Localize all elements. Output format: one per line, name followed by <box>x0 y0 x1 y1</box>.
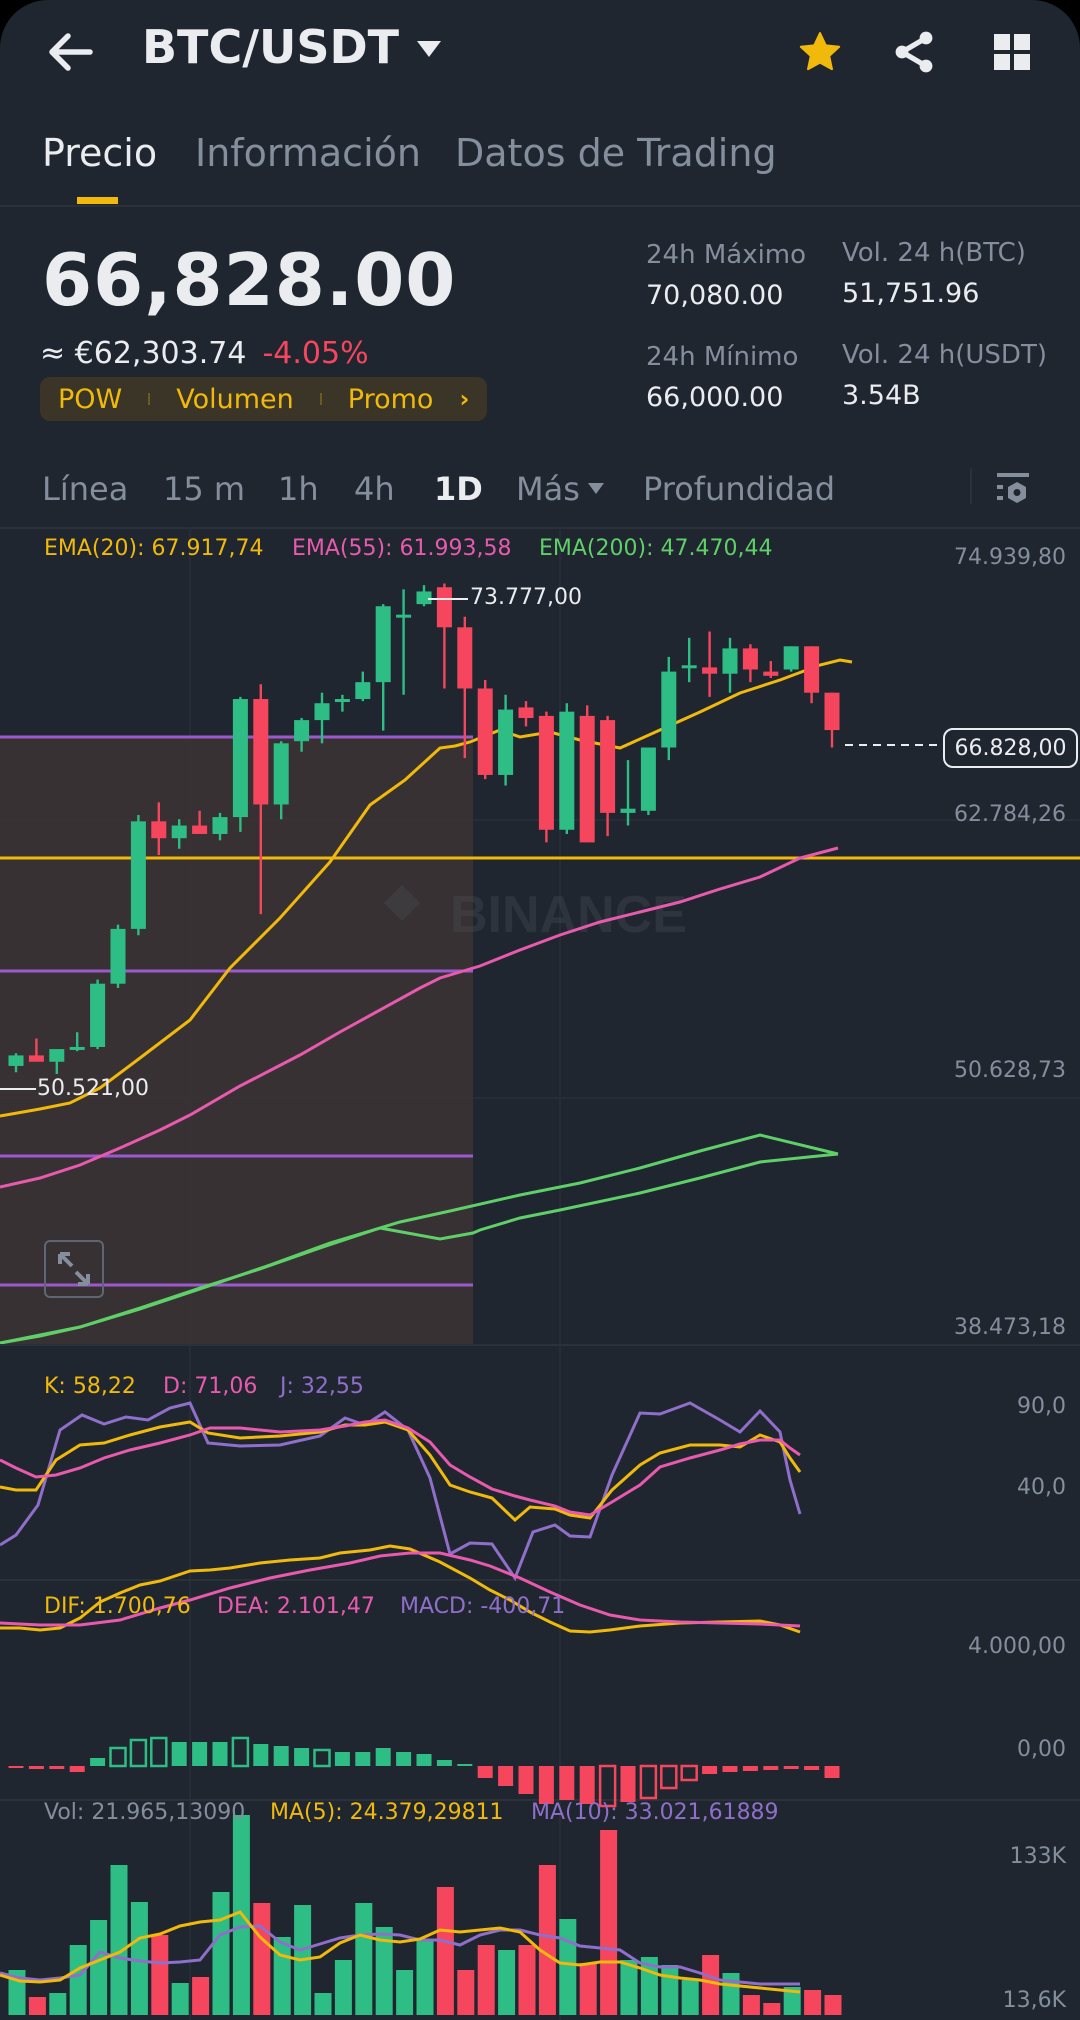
ema200-legend: EMA(200): 47.470,44 <box>539 536 773 561</box>
macd-value-legend: MACD: -400,71 <box>400 1594 566 1619</box>
active-tab-indicator <box>77 197 118 204</box>
tabs-divider <box>0 205 1080 207</box>
pair-selector[interactable]: BTC/USDT <box>142 20 442 74</box>
tab-datos-de-trading[interactable]: Datos de Trading <box>455 131 777 175</box>
tf-1d[interactable]: 1D <box>434 470 483 508</box>
tag-separator <box>148 393 151 405</box>
ema55-legend: EMA(55): 61.993,58 <box>292 536 512 561</box>
caret-down-icon <box>417 41 442 57</box>
tag-separator <box>319 393 322 405</box>
high-24h-value: 70,080.00 <box>646 280 784 311</box>
volume-ma5-legend: MA(5): 24.379,29811 <box>270 1800 504 1825</box>
more-menu-button[interactable] <box>988 28 1036 76</box>
kdj-axis-tick: 90,0 <box>1017 1394 1066 1419</box>
price-axis-tick: 50.628,73 <box>954 1058 1066 1083</box>
low-marker-label: 50.521,00 <box>37 1076 149 1101</box>
kdj-j-legend: J: 32,55 <box>280 1374 364 1399</box>
tags-bar[interactable]: POW Volumen Promo › <box>40 377 488 421</box>
price-axis-tick: 62.784,26 <box>954 802 1066 827</box>
kdj-d-legend: D: 71,06 <box>163 1374 258 1399</box>
arrow-left-icon <box>49 33 93 71</box>
vol-btc-label: Vol. 24 h(BTC) <box>842 238 1026 268</box>
volume-ma10-legend: MA(10): 33.021,61889 <box>531 1800 779 1825</box>
tab-informacion[interactable]: Información <box>195 131 421 175</box>
tf-1h[interactable]: 1h <box>278 470 319 508</box>
volume-axis-tick: 133K <box>1009 1844 1066 1869</box>
tf-profundidad[interactable]: Profundidad <box>643 470 836 508</box>
kdj-axis-tick: 40,0 <box>1017 1475 1066 1500</box>
chart-top-divider <box>0 527 1080 529</box>
high-24h-label: 24h Máximo <box>646 240 807 270</box>
low-24h-label: 24h Mínimo <box>646 342 799 372</box>
fullscreen-button[interactable] <box>44 1240 104 1298</box>
favorite-button[interactable] <box>796 28 844 76</box>
tf-mas[interactable]: Más <box>516 470 604 508</box>
timeframe-bar: Línea 15 m 1h 4h 1D Más Profundidad <box>0 458 1080 528</box>
last-price-tag[interactable]: 66.828,00 <box>943 728 1078 768</box>
macd-axis-tick: 0,00 <box>1017 1737 1066 1762</box>
low-24h-value: 66,000.00 <box>646 382 784 413</box>
tf-mas-label: Más <box>516 470 580 508</box>
vol-btc-value: 51,751.96 <box>842 278 980 309</box>
price-axis-tick: 38.473,18 <box>954 1315 1066 1340</box>
price-subline: ≈ €62,303.74 -4.05% <box>40 336 369 371</box>
chart-settings-button[interactable] <box>996 470 1030 508</box>
share-button[interactable] <box>890 28 938 76</box>
expand-icon <box>58 1252 90 1286</box>
grid-icon <box>994 34 1030 70</box>
vol-usdt-label: Vol. 24 h(USDT) <box>842 340 1047 370</box>
toolbar-separator <box>970 468 972 504</box>
vol-usdt-value: 3.54B <box>842 380 921 411</box>
tf-linea[interactable]: Línea <box>42 470 129 508</box>
top-bar: BTC/USDT <box>0 0 1080 105</box>
pair-title: BTC/USDT <box>142 20 400 74</box>
last-price: 66,828.00 <box>42 238 457 322</box>
star-icon <box>799 32 841 71</box>
macd-dea-legend: DEA: 2.101,47 <box>217 1594 375 1619</box>
macd-axis-tick: 4.000,00 <box>968 1634 1066 1659</box>
caret-down-icon <box>587 482 604 494</box>
tf-15m[interactable]: 15 m <box>163 470 246 508</box>
high-marker-label: 73.777,00 <box>470 585 582 610</box>
price-chart[interactable]: BINANCE <box>0 527 1080 2020</box>
share-icon <box>895 31 933 73</box>
tag-promo[interactable]: Promo <box>347 383 434 415</box>
macd-histogram <box>8 1736 840 1808</box>
chart-settings-icon <box>997 473 1029 503</box>
price-axis-tick: 74.939,80 <box>954 545 1066 570</box>
macd-dif-legend: DIF: 1.700,76 <box>44 1594 191 1619</box>
chevron-right-icon: › <box>459 385 470 413</box>
fiat-value: ≈ €62,303.74 <box>40 336 247 371</box>
tag-pow[interactable]: POW <box>58 383 123 415</box>
change-percent: -4.05% <box>262 336 369 371</box>
volume-axis-tick: 13,6K <box>1002 1988 1066 2013</box>
kdj-k-legend: K: 58,22 <box>44 1374 136 1399</box>
volume-bars <box>8 1815 842 2015</box>
candles <box>8 583 840 1074</box>
tab-precio[interactable]: Precio <box>42 131 158 175</box>
tf-4h[interactable]: 4h <box>354 470 395 508</box>
svg-text:BINANCE: BINANCE <box>450 886 687 944</box>
ema20-legend: EMA(20): 67.917,74 <box>44 536 264 561</box>
volume-legend: Vol: 21.965,13090 <box>44 1800 246 1825</box>
back-button[interactable] <box>44 28 96 76</box>
page-tabs: Precio Información Datos de Trading <box>0 125 1080 205</box>
tag-volumen[interactable]: Volumen <box>176 383 294 415</box>
